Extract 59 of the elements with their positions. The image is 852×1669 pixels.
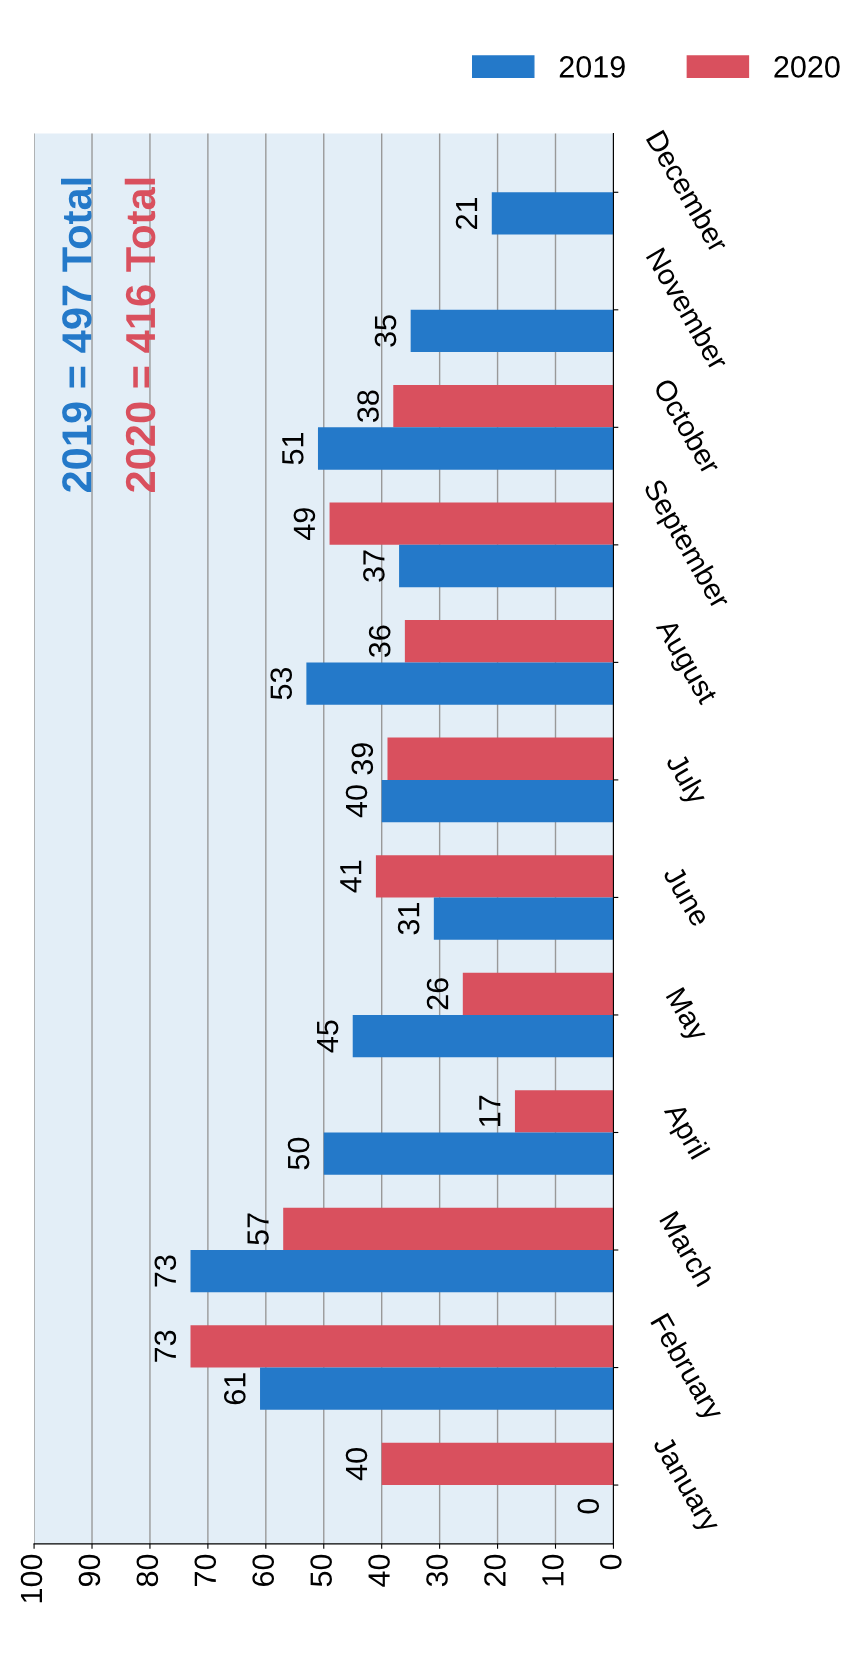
bar [260, 1367, 614, 1410]
data-label: 31 [397, 903, 420, 935]
x-tick-label: 70 [194, 1554, 217, 1586]
data-label: 37 [363, 550, 385, 582]
bar [381, 1442, 614, 1486]
bar [393, 385, 614, 428]
legend-label: 2020 [774, 56, 840, 78]
bar [381, 779, 614, 823]
annotation: 2020 = 416 Total [124, 178, 156, 493]
bar [387, 737, 614, 780]
bar [329, 502, 614, 545]
bar [433, 897, 614, 940]
data-label: 57 [247, 1213, 269, 1245]
x-tick-label: 20 [484, 1554, 506, 1586]
x-tick-label: 60 [252, 1554, 275, 1586]
bar [462, 972, 614, 1015]
bar [190, 1325, 614, 1368]
x-tick-label: 50 [310, 1554, 332, 1587]
bar [375, 855, 614, 898]
bar [352, 1014, 614, 1058]
data-label: 73 [154, 1255, 177, 1287]
x-tick-label: 0 [600, 1554, 622, 1570]
legend-label: 2019 [559, 56, 625, 78]
data-label: 50 [287, 1137, 310, 1170]
data-label: 40 [345, 1448, 368, 1481]
bar [323, 1132, 614, 1175]
data-label: 0 [577, 1498, 600, 1514]
data-label: 39 [351, 743, 374, 775]
x-tick-label: 40 [368, 1554, 390, 1587]
bar [399, 544, 614, 588]
data-label: 38 [357, 390, 379, 423]
data-label: 35 [374, 315, 397, 347]
y-tick-label: July [660, 751, 710, 810]
bar [404, 620, 614, 663]
data-label: 21 [455, 197, 478, 229]
data-label: 41 [340, 860, 362, 893]
bar [317, 427, 614, 470]
bar [410, 309, 614, 353]
data-label: 17 [479, 1095, 501, 1126]
bar [514, 1090, 614, 1133]
data-label: 45 [317, 1020, 339, 1053]
data-label: 40 [345, 785, 368, 818]
bar [283, 1207, 614, 1251]
bar [491, 192, 614, 235]
x-tick-label: 100 [20, 1554, 43, 1603]
data-label: 61 [224, 1373, 246, 1405]
data-label: 26 [426, 978, 449, 1010]
bar [306, 662, 614, 705]
x-tick-label: 10 [542, 1554, 564, 1586]
data-label: 53 [270, 667, 293, 700]
data-label: 49 [293, 508, 316, 540]
x-tick-label: 30 [426, 1554, 448, 1587]
data-label: 73 [154, 1330, 177, 1362]
bar [190, 1250, 614, 1293]
annotation: 2019 = 497 Total [61, 178, 92, 493]
data-label: 51 [282, 432, 304, 465]
x-tick-label: 90 [78, 1554, 101, 1587]
data-label: 36 [368, 625, 391, 658]
x-tick-label: 80 [136, 1554, 159, 1587]
